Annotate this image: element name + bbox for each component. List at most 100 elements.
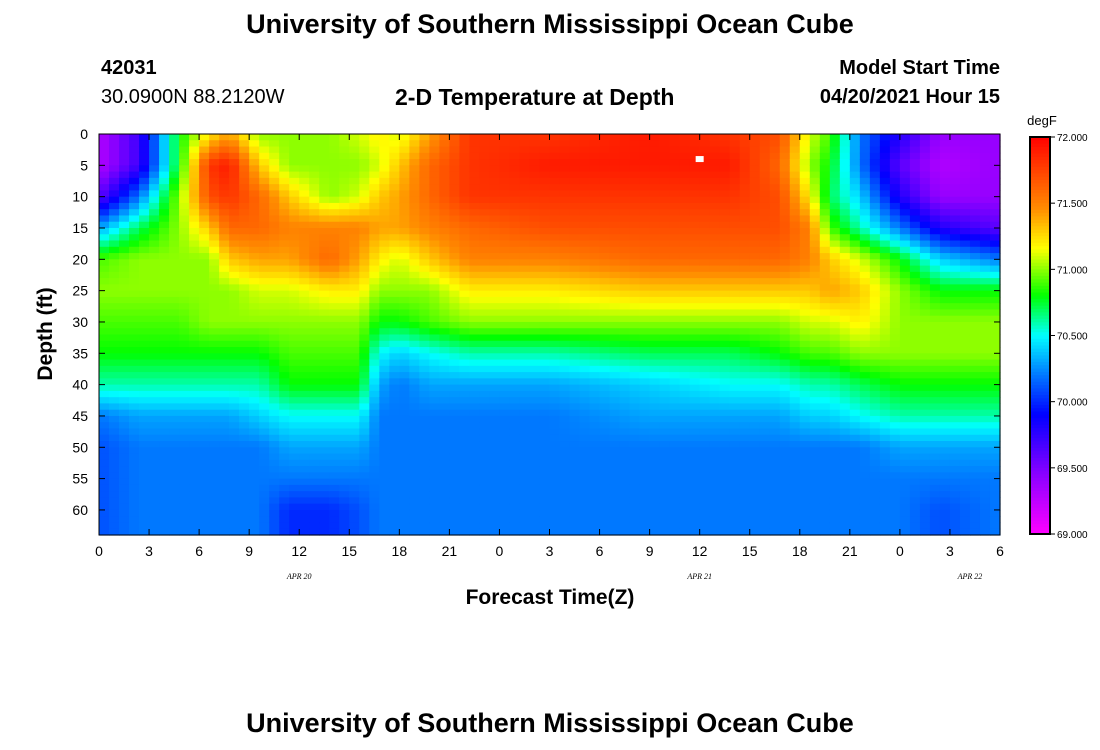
heatmap-cell bbox=[539, 328, 551, 336]
heatmap-cell bbox=[159, 165, 170, 173]
heatmap-cell bbox=[619, 140, 631, 148]
heatmap-cell bbox=[209, 278, 220, 285]
heatmap-cell bbox=[449, 196, 460, 204]
heatmap-cell bbox=[119, 528, 130, 536]
heatmap-cell bbox=[139, 491, 150, 499]
heatmap-cell bbox=[249, 284, 260, 292]
heatmap-cell bbox=[329, 215, 340, 223]
heatmap-cell bbox=[679, 353, 691, 361]
heatmap-cell bbox=[339, 472, 350, 480]
heatmap-cell bbox=[839, 159, 851, 166]
heatmap-cell bbox=[329, 140, 340, 148]
heatmap-cell bbox=[299, 253, 310, 260]
heatmap-cell bbox=[749, 397, 761, 405]
heatmap-cell bbox=[209, 384, 220, 392]
heatmap-cell bbox=[119, 497, 130, 505]
heatmap-cell bbox=[309, 453, 320, 461]
heatmap-cell bbox=[489, 234, 501, 242]
heatmap-cell bbox=[189, 378, 200, 386]
heatmap-cell bbox=[399, 428, 410, 436]
heatmap-cell bbox=[269, 340, 280, 348]
heatmap-cell bbox=[269, 384, 280, 392]
heatmap-cell bbox=[499, 478, 511, 486]
heatmap-cell bbox=[599, 177, 611, 185]
heatmap-cell bbox=[759, 384, 771, 392]
heatmap-cell bbox=[679, 209, 691, 217]
heatmap-cell bbox=[639, 215, 651, 223]
heatmap-cell bbox=[259, 334, 270, 342]
heatmap-cell bbox=[269, 221, 280, 229]
heatmap-cell bbox=[769, 234, 781, 242]
heatmap-cell bbox=[429, 384, 440, 392]
heatmap-cell bbox=[599, 140, 611, 148]
heatmap-cell bbox=[819, 246, 831, 254]
heatmap-cell bbox=[869, 516, 881, 524]
heatmap-cell bbox=[419, 290, 430, 298]
heatmap-cell bbox=[619, 296, 631, 304]
heatmap-cell bbox=[699, 303, 711, 311]
heatmap-cell bbox=[749, 478, 761, 486]
heatmap-cell bbox=[649, 152, 661, 160]
heatmap-cell bbox=[329, 152, 340, 160]
heatmap-cell bbox=[259, 309, 270, 317]
heatmap-cell bbox=[139, 478, 150, 486]
heatmap-cell bbox=[459, 340, 471, 348]
heatmap-cell bbox=[809, 328, 821, 336]
heatmap-cell bbox=[729, 296, 741, 304]
heatmap-cell bbox=[589, 509, 601, 517]
heatmap-cell bbox=[269, 296, 280, 304]
heatmap-cell bbox=[369, 134, 380, 141]
heatmap-cell bbox=[559, 409, 571, 417]
heatmap-cell bbox=[859, 209, 871, 217]
heatmap-cell bbox=[189, 240, 200, 248]
heatmap-cell bbox=[349, 478, 360, 486]
heatmap-cell bbox=[659, 397, 671, 405]
heatmap-cell bbox=[209, 415, 220, 423]
heatmap-cell bbox=[509, 315, 521, 323]
heatmap-cell bbox=[429, 347, 440, 354]
heatmap-cell bbox=[229, 146, 240, 154]
heatmap-cell bbox=[469, 415, 481, 423]
heatmap-cell bbox=[309, 190, 320, 198]
heatmap-cell bbox=[509, 334, 521, 342]
heatmap-cell bbox=[389, 190, 400, 198]
heatmap-cell bbox=[489, 196, 501, 204]
heatmap-cell bbox=[709, 459, 721, 467]
heatmap-cell bbox=[219, 209, 230, 217]
heatmap-cell bbox=[629, 152, 641, 160]
heatmap-cell bbox=[219, 478, 230, 486]
heatmap-cell bbox=[789, 190, 801, 198]
heatmap-cell bbox=[819, 284, 831, 292]
heatmap-cell bbox=[819, 503, 831, 511]
heatmap-cell bbox=[619, 409, 631, 417]
heatmap-cell bbox=[209, 315, 220, 323]
heatmap-cell bbox=[189, 472, 200, 480]
heatmap-cell bbox=[839, 140, 851, 148]
heatmap-cell bbox=[579, 171, 591, 179]
heatmap-cell bbox=[249, 434, 260, 442]
heatmap-cell bbox=[499, 209, 511, 217]
heatmap-cell bbox=[219, 353, 230, 361]
heatmap-cell bbox=[139, 441, 150, 448]
heatmap-cell bbox=[759, 522, 771, 530]
heatmap-cell bbox=[609, 278, 621, 285]
heatmap-cell bbox=[719, 365, 731, 373]
heatmap-cell bbox=[609, 359, 621, 367]
heatmap-cell bbox=[269, 321, 280, 329]
heatmap-cell bbox=[529, 271, 541, 279]
heatmap-cell bbox=[159, 202, 170, 210]
heatmap-cell bbox=[719, 384, 731, 392]
heatmap-cell bbox=[599, 528, 611, 536]
heatmap-cell bbox=[649, 303, 661, 311]
heatmap-cell bbox=[159, 190, 170, 198]
heatmap-cell bbox=[799, 303, 811, 311]
heatmap-cell bbox=[279, 340, 290, 348]
heatmap-cell bbox=[619, 516, 631, 524]
heatmap-cell bbox=[469, 159, 481, 166]
heatmap-cell bbox=[309, 159, 320, 166]
heatmap-cell bbox=[829, 209, 841, 217]
heatmap-cell bbox=[499, 190, 511, 198]
heatmap-cell bbox=[99, 227, 110, 235]
heatmap-cell bbox=[519, 340, 531, 348]
heatmap-cell bbox=[259, 365, 270, 373]
